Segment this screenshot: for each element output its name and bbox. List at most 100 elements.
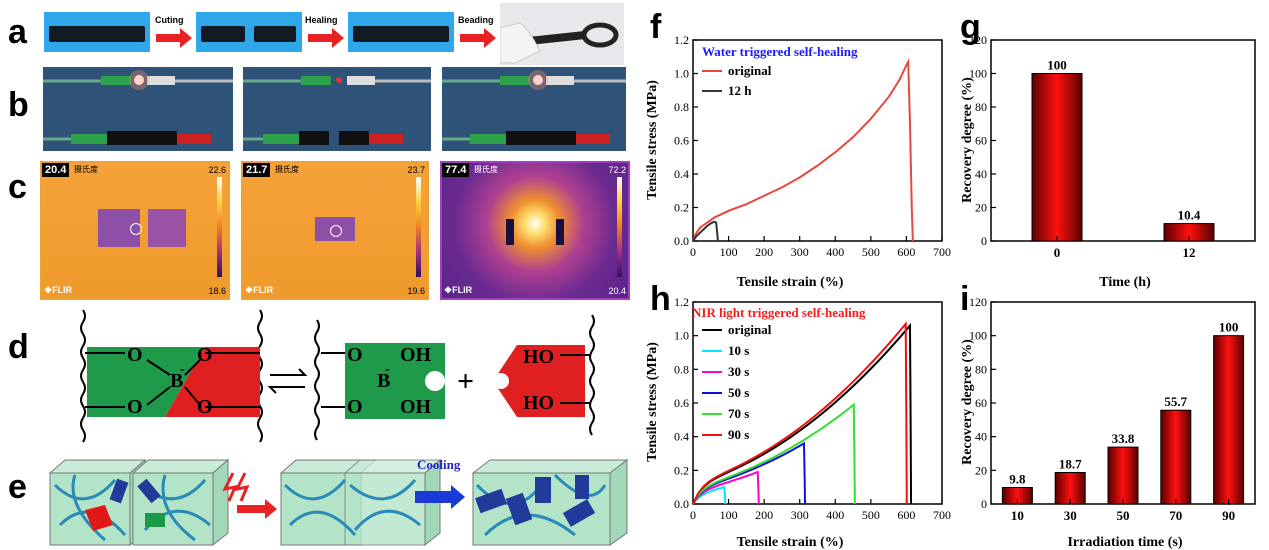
chart-h-series-70-s bbox=[692, 402, 856, 505]
thermal-min-3: 20.4 bbox=[608, 286, 626, 296]
photo-a-original bbox=[44, 12, 150, 52]
chart-i: 0 20 40 60 80 100 120 9.8 10 18.7 30 33.8 50 55.7 70 10… bbox=[960, 295, 1256, 550]
chart-h-ytick-label: 0.2 bbox=[674, 463, 689, 477]
flir-logo-2: ❖FLIR bbox=[245, 285, 274, 295]
chart-f-series-original bbox=[692, 57, 914, 242]
chart-f-series-12-h bbox=[692, 220, 719, 242]
atom-o-2: O bbox=[127, 396, 143, 418]
chart-i-bar-50 bbox=[1107, 446, 1139, 505]
chart-g: 0 20 40 60 80 100 120 100 0 10.4 12 Time (h) Recov… bbox=[960, 33, 1256, 290]
chart-i-xtick-label: 30 bbox=[1064, 508, 1077, 523]
chart-i-data-label: 18.7 bbox=[1059, 457, 1082, 472]
atom-o-3: O bbox=[197, 344, 213, 366]
chart-f-xtick-label: 300 bbox=[791, 245, 809, 259]
atom-o-5: O bbox=[347, 344, 363, 366]
thermal-temp-3: 77.4 bbox=[442, 163, 470, 177]
chart-h-legend-label: 30 s bbox=[728, 364, 749, 379]
chart-g-frame bbox=[990, 39, 1256, 242]
chart-i-ytick-label: 20 bbox=[975, 463, 987, 477]
chart-h-xtick-label: 400 bbox=[826, 508, 844, 522]
chart-h-xtick-label: 0 bbox=[690, 508, 696, 522]
thermal-frame-3: 77.4 摄氏度 72.2 20.4 ❖FLIR bbox=[440, 161, 630, 300]
chart-h-ytick-label: 1.0 bbox=[674, 329, 689, 343]
atom-b-2: B bbox=[377, 370, 390, 392]
chart-f-xlabel: Tensile strain (%) bbox=[737, 275, 844, 290]
panel-label-d: d bbox=[8, 328, 29, 366]
photo-b-healed bbox=[442, 67, 626, 151]
cube-pair-2 bbox=[279, 458, 442, 547]
chart-i-xtick-label: 70 bbox=[1169, 508, 1182, 523]
chart-h-series-original bbox=[692, 322, 913, 505]
step-beading: Beading bbox=[458, 15, 494, 25]
chart-g-data-label: 100 bbox=[1047, 58, 1067, 73]
photo-a-bent bbox=[500, 3, 624, 65]
chart-h-series-30-s bbox=[692, 470, 760, 505]
chart-g-ytick-label: 120 bbox=[969, 33, 987, 47]
chart-i-ytick-label: 0 bbox=[981, 497, 987, 511]
panel-label-h: h bbox=[650, 280, 671, 318]
chart-f-ytick-label: 0.4 bbox=[674, 167, 689, 181]
chart-f-xtick-label: 0 bbox=[690, 245, 696, 259]
chart-f-xtick-label: 700 bbox=[933, 245, 951, 259]
chart-h-xtick-label: 300 bbox=[791, 508, 809, 522]
chart-i-bar-30 bbox=[1054, 472, 1086, 505]
chart-h-legend-label: 90 s bbox=[728, 427, 749, 442]
chart-g-ytick-label: 0 bbox=[981, 234, 987, 248]
chart-f-xtick-label: 100 bbox=[720, 245, 738, 259]
thermal-max-2: 23.7 bbox=[407, 165, 425, 175]
chart-g-ytick-label: 20 bbox=[975, 201, 987, 215]
chart-h-ytick-label: 0.4 bbox=[674, 430, 689, 444]
chart-i-ytick-label: 100 bbox=[969, 329, 987, 343]
thermal-temp-2: 21.7 bbox=[243, 163, 271, 177]
chart-h-legend-label: original bbox=[728, 322, 772, 337]
thermal-frame-2: 21.7 摄氏度 23.7 19.6 ❖FLIR bbox=[241, 161, 429, 300]
chart-f-legend-label: 12 h bbox=[728, 83, 752, 98]
chart-f-ytick-label: 1.0 bbox=[674, 67, 689, 81]
chart-f-ytick-label: 0.8 bbox=[674, 100, 689, 114]
step-healing: Healing bbox=[305, 15, 338, 25]
chart-h: 0.0 0.2 0.4 0.6 0.8 1.0 1.2 0 100 200 300 400 500 600… bbox=[645, 295, 951, 550]
chart-h-xtick-label: 600 bbox=[897, 508, 915, 522]
chart-f-ylabel: Tensile stress (MPa) bbox=[645, 80, 660, 200]
chart-h-series-90-s bbox=[692, 321, 908, 505]
chart-i-ylabel: Recovery degree (%) bbox=[960, 339, 975, 465]
chart-f-legend-label: original bbox=[728, 63, 772, 78]
chart-h-xlabel: Tensile strain (%) bbox=[737, 535, 844, 550]
chart-f-xtick-label: 500 bbox=[862, 245, 880, 259]
minus-2: - bbox=[385, 362, 390, 377]
thermal-frame-1: 20.4 摄氏度 22.6 18.6 ❖FLIR bbox=[40, 161, 230, 300]
scheme-boronic-ester: O O B - O O O O B - OH OH + HO HO bbox=[80, 309, 595, 443]
minus-1: - bbox=[180, 362, 185, 377]
chart-i-ytick-label: 40 bbox=[975, 430, 987, 444]
panel-label-a: a bbox=[8, 13, 27, 51]
chart-f-xtick-label: 200 bbox=[755, 245, 773, 259]
panel-label-i: i bbox=[960, 280, 970, 318]
chart-g-xlabel: Time (h) bbox=[1099, 275, 1151, 290]
thermal-unit-3: 摄氏度 bbox=[474, 165, 498, 174]
panel-label-b: b bbox=[8, 86, 29, 124]
chart-h-xtick-label: 200 bbox=[755, 508, 773, 522]
thermal-temp-1: 20.4 bbox=[42, 163, 70, 177]
atom-b-1: B bbox=[170, 370, 183, 392]
thermal-unit-2: 摄氏度 bbox=[275, 165, 299, 174]
chart-g-xtick-label: 12 bbox=[1183, 245, 1196, 260]
chart-h-xtick-label: 500 bbox=[862, 508, 880, 522]
thermal-min-2: 19.6 bbox=[407, 286, 425, 296]
chart-g-bar-0 bbox=[1031, 73, 1083, 242]
chart-i-xtick-label: 90 bbox=[1222, 508, 1235, 523]
cube-3 bbox=[471, 458, 629, 546]
chart-f-ytick-label: 0.6 bbox=[674, 134, 689, 148]
cube-pair-1 bbox=[48, 458, 230, 547]
chart-g-xtick-label: 0 bbox=[1054, 245, 1061, 260]
flir-logo-1: ❖FLIR bbox=[44, 285, 73, 295]
photo-a-healed bbox=[348, 12, 454, 52]
chart-h-legend-label: 70 s bbox=[728, 406, 749, 421]
chart-h-legend-label: 10 s bbox=[728, 343, 749, 358]
thermal-max-1: 22.6 bbox=[208, 165, 226, 175]
panel-label-f: f bbox=[650, 8, 662, 46]
chart-f-title: Water triggered self-healing bbox=[702, 44, 858, 59]
chart-i-bar-90 bbox=[1213, 335, 1245, 505]
chart-h-ytick-label: 0.0 bbox=[674, 497, 689, 511]
chart-f-xtick-label: 600 bbox=[897, 245, 915, 259]
cooling-label: Cooling bbox=[417, 457, 461, 472]
